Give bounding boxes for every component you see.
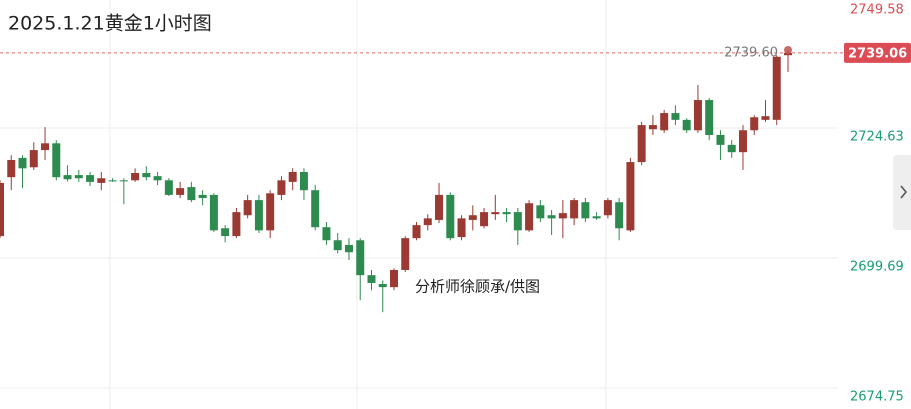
candle-body: [468, 215, 477, 220]
candle-body: [558, 213, 567, 219]
candle-body: [502, 212, 511, 215]
candle-body: [738, 130, 747, 153]
candle-body: [142, 173, 151, 178]
candle-body: [513, 212, 522, 231]
y-tick-label: 2674.75: [850, 390, 904, 405]
candle-body: [131, 173, 140, 181]
candle-body: [750, 117, 759, 131]
candle-body: [491, 212, 500, 215]
side-tab-bg[interactable]: [893, 155, 911, 230]
candle-body: [299, 171, 308, 191]
candle-body: [480, 212, 489, 227]
candle-body: [772, 56, 781, 120]
side-tab-arrow[interactable]: [900, 185, 908, 199]
candle-body: [603, 200, 612, 216]
candle-body: [333, 240, 342, 251]
y-tick-label: 2699.69: [850, 260, 904, 275]
high-label: 2739.60: [724, 46, 778, 61]
y-tick-label: 2749.58: [850, 3, 904, 18]
candle-body: [322, 227, 331, 241]
chart-title: 2025.1.21黄金1小时图: [8, 13, 212, 35]
candle-body: [0, 182, 4, 237]
candle-body: [525, 203, 534, 231]
candle-body: [693, 100, 702, 131]
candle-body: [570, 200, 579, 219]
annotation: 分析师徐顾承/供图: [415, 278, 540, 296]
candle-body: [356, 240, 365, 276]
candle-body: [164, 180, 173, 195]
candle-body: [266, 193, 275, 231]
candle-body: [344, 244, 353, 253]
candle-body: [784, 52, 792, 56]
candle-body: [615, 202, 624, 229]
candle-body: [457, 218, 466, 238]
candle-body: [7, 159, 16, 178]
candle-body: [581, 202, 590, 219]
candle-body: [705, 100, 714, 135]
candle-body: [254, 200, 263, 231]
candle-body: [626, 162, 635, 231]
candle-body: [660, 113, 669, 131]
candle-body: [153, 176, 162, 181]
candle-body: [592, 216, 601, 219]
candle-body: [187, 187, 196, 201]
candle-body: [648, 125, 657, 130]
candle-body: [378, 284, 387, 288]
candle-body: [198, 194, 207, 199]
side-tab[interactable]: [893, 155, 911, 230]
candle-body: [435, 194, 444, 220]
candle-body: [637, 125, 646, 163]
high-marker: [784, 46, 792, 55]
candle-body: [412, 225, 421, 239]
candle-body: [108, 180, 117, 182]
last-price-box: [844, 42, 911, 63]
candle-body: [401, 238, 410, 270]
candle-body: [390, 269, 398, 288]
candle-body: [63, 175, 72, 180]
candle-body: [176, 188, 185, 195]
candle-body: [97, 178, 106, 183]
candle-body: [29, 150, 38, 168]
candle-body: [18, 157, 27, 169]
y-tick-label: 2724.63: [850, 130, 904, 145]
candle-body: [367, 275, 376, 283]
candle-body: [423, 218, 432, 226]
candle-body: [716, 134, 725, 145]
candle-body: [547, 215, 556, 219]
candle-body: [671, 113, 680, 120]
candle-body: [682, 119, 691, 131]
candle-body: [86, 175, 95, 182]
candle-body: [52, 143, 61, 178]
candle-body: [277, 180, 286, 195]
candle-body: [119, 180, 128, 182]
candle-body: [232, 212, 241, 237]
last-price-label: 2739.06: [848, 46, 907, 61]
candle-body: [311, 190, 320, 228]
candle-body: [446, 194, 455, 239]
candle-body: [243, 200, 252, 216]
candle-body: [536, 205, 545, 219]
candle-body: [74, 175, 83, 179]
candle-body: [761, 116, 770, 120]
candle-body: [209, 194, 218, 231]
candle-body: [288, 171, 297, 182]
candle-body: [41, 143, 50, 151]
candle-body: [727, 144, 736, 153]
candle-body: [221, 228, 230, 237]
